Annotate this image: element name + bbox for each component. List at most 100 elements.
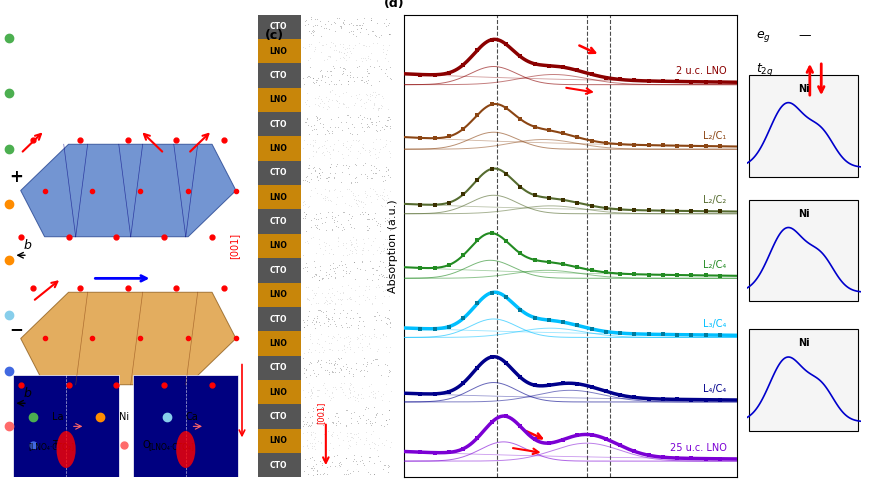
Point <box>327 174 341 182</box>
Point <box>309 148 323 155</box>
Point <box>364 300 378 308</box>
Point <box>327 64 341 72</box>
Point <box>339 360 353 368</box>
Point <box>324 334 338 342</box>
Point <box>376 125 390 133</box>
Point <box>381 250 395 258</box>
Point <box>303 223 317 231</box>
Point <box>306 316 320 324</box>
Point <box>351 433 365 441</box>
Point <box>296 176 310 184</box>
Point <box>368 394 381 402</box>
Point <box>381 57 395 65</box>
Point <box>371 275 385 283</box>
Point <box>441 261 455 269</box>
Text: CTO: CTO <box>269 168 287 178</box>
Point <box>326 383 340 391</box>
Point <box>371 281 385 289</box>
Point <box>375 299 388 307</box>
Point <box>362 257 376 265</box>
Text: LNO: LNO <box>269 47 287 56</box>
Point <box>348 21 362 29</box>
Point <box>297 420 311 428</box>
Point <box>328 80 342 88</box>
Point <box>310 224 324 232</box>
Point <box>322 338 335 346</box>
Point <box>339 103 353 111</box>
Point <box>305 383 319 391</box>
Point <box>314 214 328 221</box>
Point <box>379 140 393 148</box>
Point <box>353 96 367 104</box>
Point <box>343 429 357 436</box>
Point <box>380 216 394 224</box>
Point <box>381 461 395 468</box>
Point <box>332 14 346 22</box>
Point <box>308 291 322 299</box>
Point <box>339 313 353 321</box>
Point <box>303 332 317 340</box>
Point <box>341 164 355 172</box>
Point <box>300 172 314 180</box>
Point <box>319 239 333 247</box>
Point <box>307 289 321 297</box>
Point <box>356 235 370 243</box>
Point <box>363 152 377 159</box>
Point <box>367 169 381 177</box>
Point <box>366 104 380 112</box>
Point <box>321 415 335 423</box>
Text: LNO: LNO <box>269 144 287 153</box>
Point <box>669 207 683 215</box>
Point <box>362 440 375 448</box>
Point <box>313 174 327 182</box>
Point <box>312 266 326 274</box>
Point <box>351 419 365 427</box>
Point <box>335 63 349 71</box>
Point <box>713 331 726 339</box>
Point <box>321 97 335 105</box>
Point <box>336 342 350 350</box>
Point <box>355 330 368 338</box>
Point <box>322 187 336 195</box>
Point <box>338 260 352 268</box>
Point <box>323 163 337 171</box>
Point <box>353 313 367 321</box>
Point <box>334 48 348 56</box>
Point <box>366 237 380 245</box>
Point <box>328 300 342 308</box>
Point <box>301 72 315 80</box>
Point <box>327 333 341 341</box>
Point <box>555 129 569 137</box>
Point <box>684 78 698 86</box>
Point <box>353 76 367 84</box>
Point <box>362 69 375 77</box>
Point <box>308 138 322 146</box>
Point <box>302 335 316 342</box>
Point <box>317 389 331 397</box>
Point <box>332 62 346 70</box>
Point <box>370 104 384 112</box>
Point <box>351 325 365 333</box>
Point <box>309 221 323 229</box>
Point <box>313 165 327 173</box>
Point <box>356 354 370 362</box>
Point <box>342 294 355 302</box>
Point <box>334 220 348 228</box>
Point <box>314 439 328 447</box>
Point <box>312 115 326 123</box>
Point <box>345 433 359 441</box>
Point <box>367 312 381 320</box>
Point <box>359 42 373 50</box>
Point <box>344 247 358 255</box>
Point <box>372 135 386 143</box>
Point <box>343 343 357 351</box>
Point <box>324 431 338 439</box>
Point <box>322 148 335 156</box>
Point <box>341 216 355 224</box>
Point <box>369 19 383 27</box>
Point <box>377 121 391 129</box>
Point <box>499 170 513 178</box>
Point <box>304 348 318 356</box>
Point <box>316 379 330 387</box>
Point <box>484 418 498 426</box>
